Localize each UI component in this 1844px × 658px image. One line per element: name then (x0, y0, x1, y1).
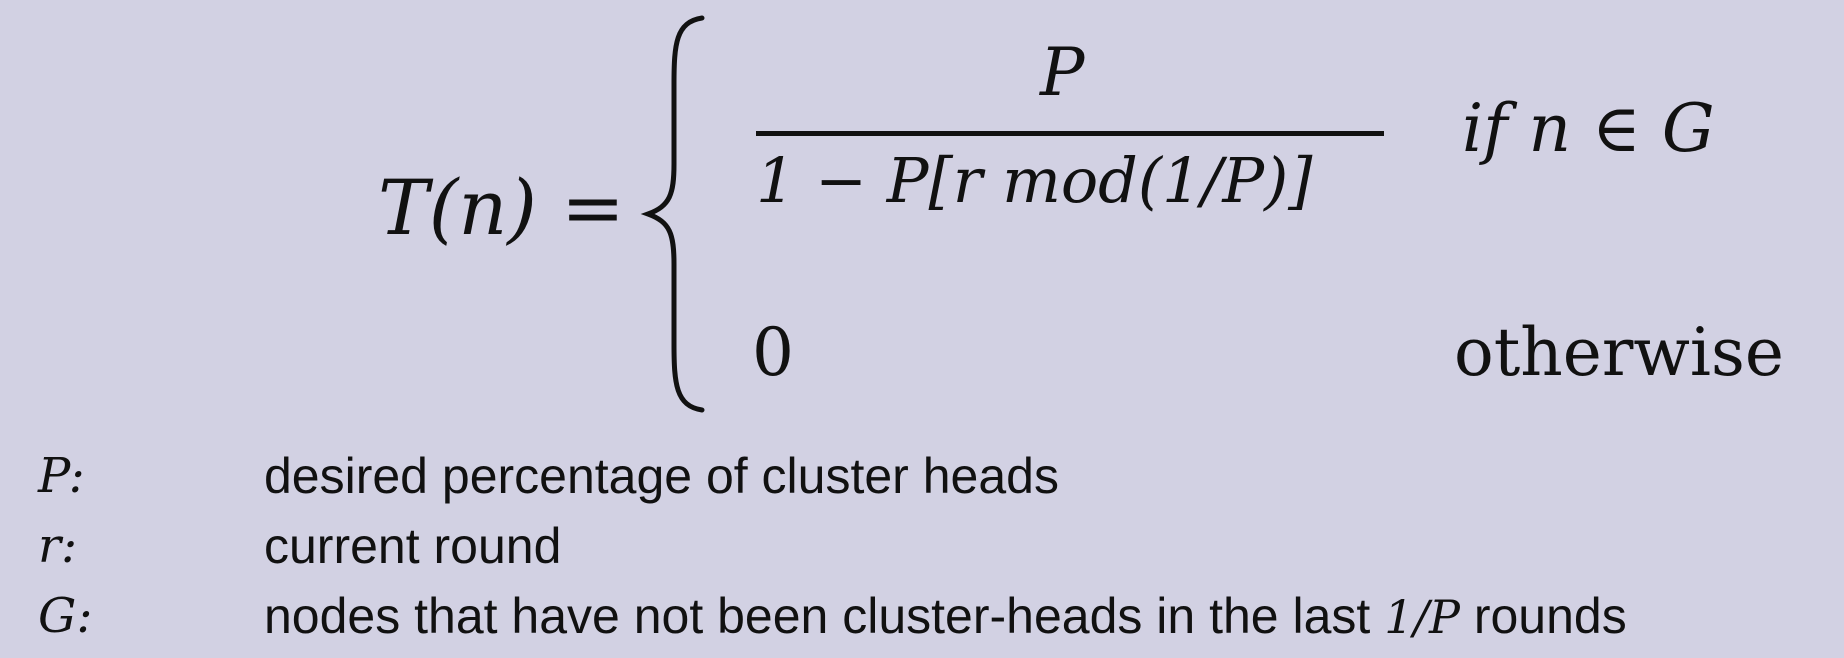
formula-lhs: T(n) = (378, 163, 625, 252)
legend-description: nodes that have not been cluster-heads i… (264, 588, 1627, 645)
left-brace (640, 15, 705, 413)
legend-inline-math: 1/P (1384, 590, 1460, 644)
fraction-bar (756, 131, 1384, 136)
legend-symbol: G: (38, 588, 93, 644)
fraction-numerator: P (1040, 34, 1085, 111)
legend-symbol: r: (38, 518, 78, 574)
legend-description: current round (264, 518, 562, 574)
condition-if-n-in-g: if n ∈ G (1462, 90, 1715, 167)
fraction-denominator: 1 − P[r mod(1/P)] (756, 144, 1313, 217)
legend-description-text: nodes that have not been cluster-heads i… (264, 588, 1385, 644)
legend-description-text-end: rounds (1459, 588, 1627, 644)
condition-otherwise: otherwise (1454, 314, 1784, 391)
legend-description: desired percentage of cluster heads (264, 448, 1059, 504)
value-zero: 0 (752, 314, 794, 391)
legend-symbol: P: (38, 448, 85, 504)
